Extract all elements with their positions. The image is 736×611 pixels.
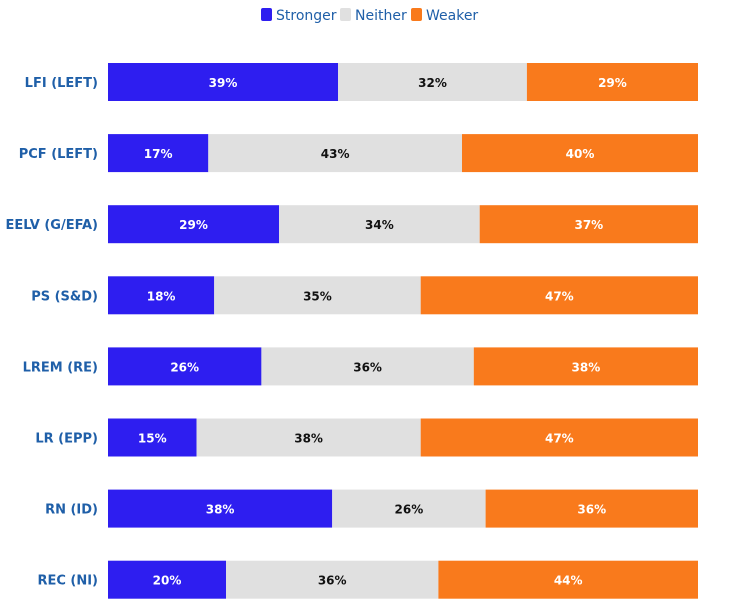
data-label: 47% xyxy=(545,432,574,446)
data-label: 26% xyxy=(395,503,424,517)
bar-segment-weaker xyxy=(462,134,698,173)
bar-segment-neither xyxy=(279,205,480,244)
bar-segment-stronger xyxy=(108,347,262,386)
category-label: LREM (RE) xyxy=(23,360,98,375)
data-label: 38% xyxy=(572,360,601,374)
category-label: LR (EPP) xyxy=(35,432,98,447)
data-label: 43% xyxy=(321,147,350,161)
bar-row: PS (S&D) 18% 35% 47% xyxy=(31,276,698,315)
legend-label: Neither xyxy=(355,8,407,24)
bar-segment-neither xyxy=(338,63,527,101)
data-label: 29% xyxy=(598,76,627,90)
bar-segment-neither xyxy=(196,418,421,457)
data-label: 15% xyxy=(138,432,167,446)
data-label: 34% xyxy=(365,218,394,232)
legend-swatch xyxy=(340,8,351,21)
legend-swatch xyxy=(261,8,272,21)
legend: Stronger Neither Weaker xyxy=(261,8,478,24)
bar-row: LFI (LEFT) 39% 32% 29% xyxy=(25,63,698,101)
bar-segment-stronger xyxy=(108,205,280,244)
data-label: 35% xyxy=(303,289,332,303)
category-label: PS (S&D) xyxy=(31,289,98,304)
bar-segment-stronger xyxy=(108,63,339,101)
category-label: EELV (G/EFA) xyxy=(6,218,98,233)
data-label: 38% xyxy=(294,432,323,446)
bar-row: LR (EPP) 15% 38% 47% xyxy=(35,418,698,457)
bar-segment-weaker xyxy=(485,489,698,528)
bar-segment-stronger xyxy=(108,134,209,173)
data-label: 39% xyxy=(209,76,238,90)
data-label: 47% xyxy=(545,289,574,303)
data-label: 32% xyxy=(418,76,447,90)
legend-label: Stronger xyxy=(276,8,337,24)
data-label: 29% xyxy=(179,218,208,232)
bar-segment-stronger xyxy=(108,276,215,315)
legend-item-stronger: Stronger xyxy=(261,8,337,24)
legend-label: Weaker xyxy=(426,8,478,24)
bar-segment-neither xyxy=(332,489,486,528)
category-label: PCF (LEFT) xyxy=(19,147,98,162)
bar-segment-weaker xyxy=(526,63,698,101)
data-label: 36% xyxy=(353,360,382,374)
data-label: 26% xyxy=(170,360,199,374)
bar-row: LREM (RE) 26% 36% 38% xyxy=(23,347,698,386)
bar-row: RN (ID) 38% 26% 36% xyxy=(45,489,698,528)
bar-segment-weaker xyxy=(420,276,698,315)
data-label: 18% xyxy=(147,289,176,303)
bar-segment-weaker xyxy=(479,205,698,244)
bar-segment-neither xyxy=(226,560,439,599)
bar-segment-neither xyxy=(214,276,421,315)
bar-segment-neither xyxy=(261,347,474,386)
chart-rows: LFI (LEFT) 39% 32% 29% PCF (LEFT) 17% 43% 40% EE… xyxy=(6,63,698,599)
category-label: LFI (LEFT) xyxy=(25,76,98,91)
legend-item-neither: Neither xyxy=(340,8,407,24)
bar-row: EELV (G/EFA) 29% 34% 37% xyxy=(6,205,698,244)
legend-swatch xyxy=(411,8,422,21)
legend-item-weaker: Weaker xyxy=(411,8,478,24)
data-label: 44% xyxy=(554,574,583,588)
bar-segment-stronger xyxy=(108,418,197,457)
bar-segment-weaker xyxy=(420,418,698,457)
data-label: 40% xyxy=(566,147,595,161)
data-label: 20% xyxy=(153,574,182,588)
data-label: 36% xyxy=(318,574,347,588)
bar-segment-weaker xyxy=(473,347,698,386)
bar-segment-neither xyxy=(208,134,462,173)
data-label: 37% xyxy=(574,218,603,232)
category-label: RN (ID) xyxy=(45,503,98,518)
data-label: 36% xyxy=(577,503,606,517)
bar-segment-stronger xyxy=(108,489,333,528)
data-label: 17% xyxy=(144,147,173,161)
bar-row: REC (NI) 20% 36% 44% xyxy=(37,560,698,599)
bar-segment-stronger xyxy=(108,560,226,599)
bar-row: PCF (LEFT) 17% 43% 40% xyxy=(19,134,698,173)
category-label: REC (NI) xyxy=(37,574,98,589)
data-label: 38% xyxy=(206,503,235,517)
bar-segment-weaker xyxy=(438,560,698,599)
